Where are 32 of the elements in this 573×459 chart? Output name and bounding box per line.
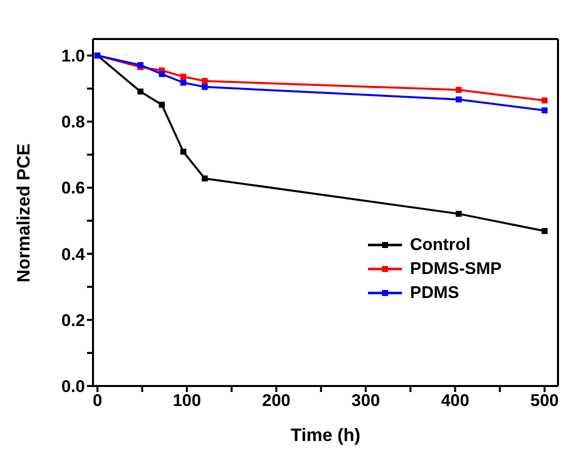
point [202,78,208,84]
y-tick-label: 0.8 [61,112,85,132]
y-tick-label: 1.0 [61,46,85,66]
point [180,148,186,155]
x-tick-label: 200 [262,391,291,410]
point [158,102,165,108]
point [456,86,462,93]
point [158,71,165,78]
y-tick-label: 0.4 [61,244,86,264]
y-tick-label: 0.0 [61,377,85,396]
y-axis-title: Normalized PCE [13,143,34,282]
point [456,210,462,217]
y-tick-label: 0.2 [61,310,85,330]
point [456,96,462,102]
point [137,88,144,95]
legend-label: PDMS [410,283,460,303]
point [180,80,186,86]
x-tick-label: 100 [172,391,202,410]
point [542,228,548,234]
x-tick-label: 300 [352,391,380,410]
x-tick-label: 500 [530,391,559,410]
y-tick-label: 0.6 [61,178,85,198]
point [542,97,548,104]
legend-label: PDMS-SMP [410,259,502,279]
legend-label: Control [410,235,470,255]
x-axis-title: Time (h) [290,425,360,445]
point [202,84,208,90]
x-tick-label: 400 [440,391,470,410]
point [542,107,548,114]
x-tick-label: 0 [92,391,102,410]
point [202,175,208,182]
point [180,74,186,80]
